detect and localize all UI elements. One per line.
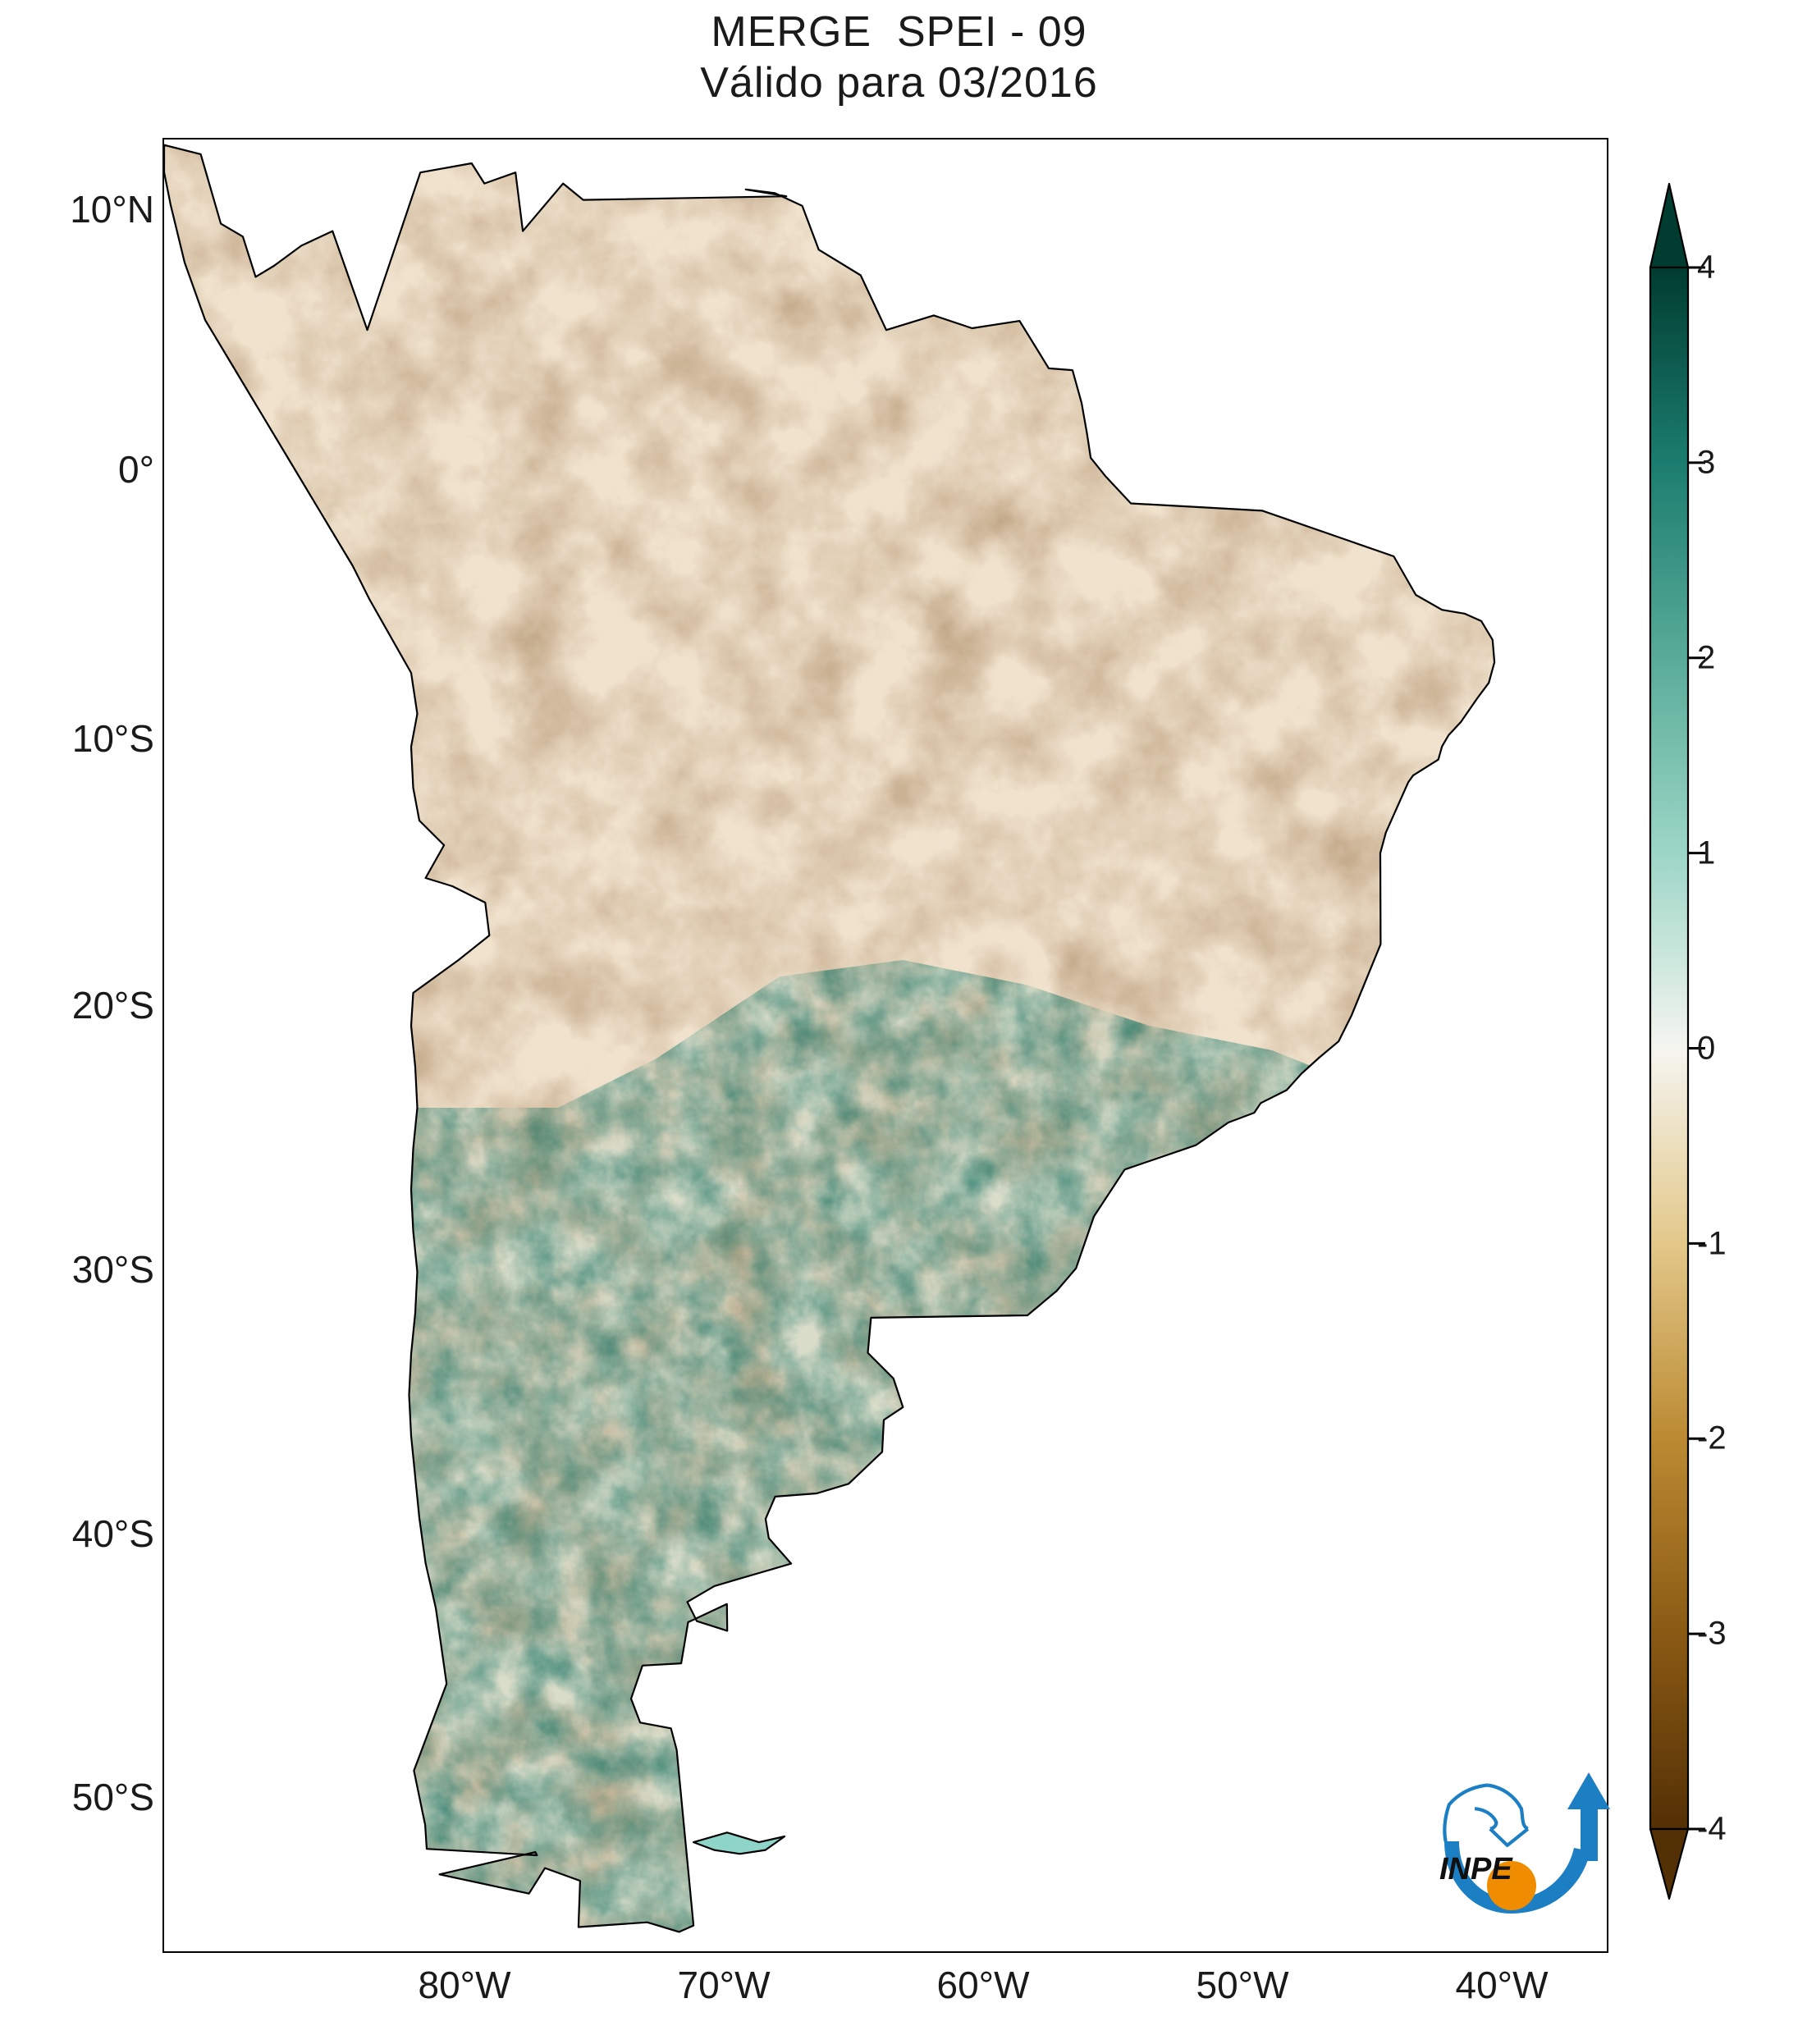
svg-text:INPE: INPE xyxy=(1439,1852,1513,1886)
